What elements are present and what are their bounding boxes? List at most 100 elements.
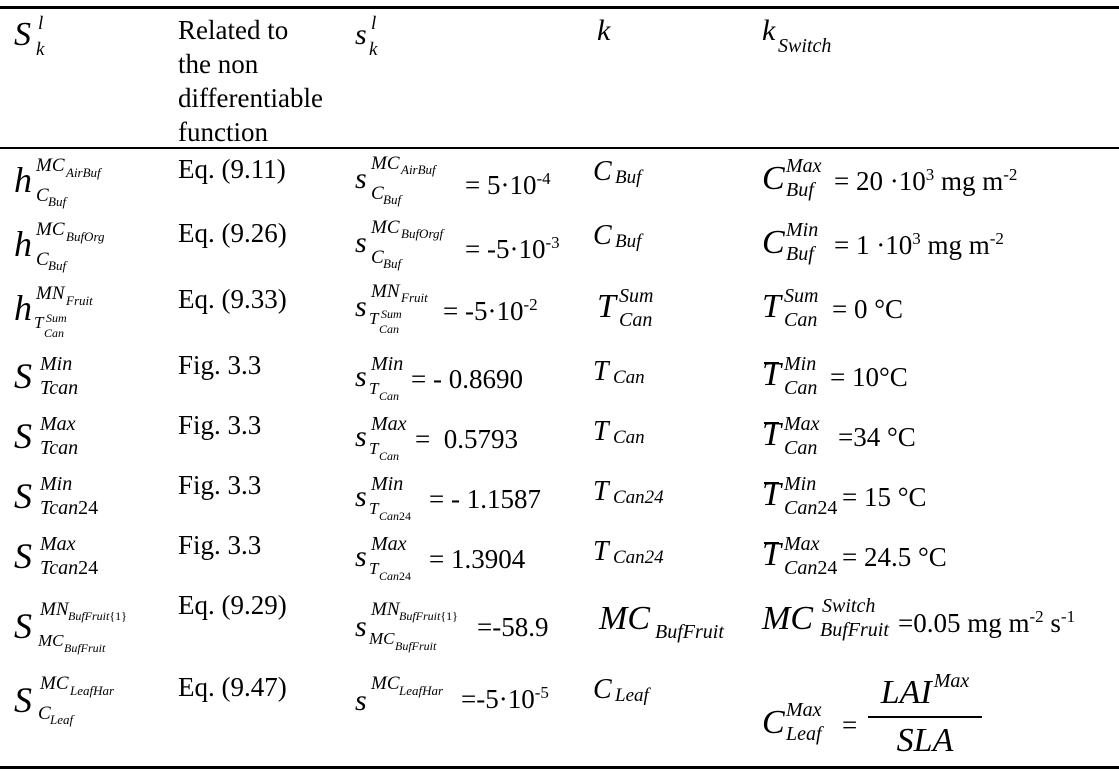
row5-k: T Can bbox=[593, 418, 645, 448]
row6-sens: s Min T Can24 = - 1.1587 bbox=[355, 474, 541, 522]
header-col2-line: function bbox=[178, 117, 268, 147]
row3-switch-value: = 0 °C bbox=[832, 294, 904, 324]
row3-symbol: h MN Fruit T Sum Can bbox=[14, 284, 93, 339]
row4-switch-sub: Can bbox=[784, 377, 818, 399]
row8-symbol-sup: MN bbox=[40, 599, 69, 620]
header-col1-sub: k bbox=[36, 39, 45, 60]
row4-k-sub: Can bbox=[613, 367, 645, 388]
row7-sens-sup: Max bbox=[371, 533, 407, 555]
row9-sens-value: =-5·10-5 bbox=[461, 683, 549, 714]
row9-sens: s MC LeafHar =-5·10-5 bbox=[355, 674, 549, 716]
row6-symbol-sup: Min bbox=[40, 473, 73, 495]
row8-sens-supsub: BufFruit{1} bbox=[399, 609, 458, 623]
row2-k-sub: Buf bbox=[615, 231, 642, 252]
header-col4-base: k bbox=[597, 14, 611, 47]
row1-symbol-sub: C bbox=[36, 185, 49, 206]
row3-k-sup: Sum bbox=[619, 285, 654, 307]
row8-sens: s MN BufFruit{1} MC BufFruit =-58.9 bbox=[355, 600, 548, 652]
row5-symbol-sup: Max bbox=[40, 413, 76, 435]
row3-symbol-subsup: Sum bbox=[46, 311, 67, 325]
row2-symbol-sub: C bbox=[36, 249, 49, 270]
row3-sens: s MN Fruit T Sum Can = -5·10-2 bbox=[355, 282, 538, 335]
row2-switch-sup: Min bbox=[786, 219, 819, 241]
row4-sens-value: = - 0.8690 bbox=[411, 364, 523, 394]
row7-k: T Can24 bbox=[593, 538, 664, 568]
row5-switch-sup: Max bbox=[784, 413, 820, 435]
header-col5-sub: Switch bbox=[778, 35, 832, 57]
row4-sens: s Min T Can = - 0.8690 bbox=[355, 354, 523, 402]
row4-switch-base: T bbox=[762, 356, 781, 393]
row8-k-sub: BufFruit bbox=[655, 621, 724, 643]
row8-sens-subsub: BufFruit bbox=[395, 639, 437, 653]
row6-switch-sub: Can24 bbox=[784, 497, 838, 519]
row2-ref: Eq. (9.26) bbox=[178, 218, 287, 248]
row5-symbol-sub: Tcan bbox=[40, 437, 79, 459]
row5-sens: s Max T Can = 0.5793 bbox=[355, 414, 518, 462]
table-bottom-rule bbox=[0, 766, 1119, 769]
table-header-rule bbox=[0, 147, 1119, 149]
row6-switch-sup: Min bbox=[784, 473, 817, 495]
row8-switch: MC Switch BufFruit =0.05 mg m-2 s-1 bbox=[762, 596, 1075, 640]
row4-symbol-sub: Tcan bbox=[40, 377, 79, 399]
row9-switch-base: C bbox=[762, 704, 785, 741]
row2-sens-value: = -5·10-3 bbox=[465, 233, 560, 264]
header-col4: k bbox=[597, 16, 610, 46]
row7-sens-sub: T bbox=[369, 559, 379, 578]
row5-sens-sup: Max bbox=[371, 413, 407, 435]
row1-k: C Buf bbox=[593, 158, 641, 188]
header-col2-line: differentiable bbox=[178, 83, 323, 113]
row9-frac-bar bbox=[868, 716, 982, 718]
row9-symbol-supsub: LeafHar bbox=[70, 683, 115, 698]
row4-sens-base: s bbox=[355, 360, 367, 393]
row2-symbol-sup: MC bbox=[36, 219, 65, 240]
row9-symbol: S MC LeafHar C Leaf bbox=[14, 674, 114, 726]
row6-switch-value: = 15 °C bbox=[842, 482, 927, 512]
row8-sens-sub: MC bbox=[369, 629, 395, 648]
row1-switch-sub: Buf bbox=[786, 179, 814, 201]
row1-symbol-subsub: Buf bbox=[48, 194, 67, 209]
row6-sens-subsub: Can24 bbox=[379, 509, 412, 523]
row3-sens-sub: T bbox=[369, 309, 379, 328]
row3-symbol-base: h bbox=[14, 288, 32, 328]
row2-sens-subsub: Buf bbox=[383, 256, 402, 271]
row8-k-base: MC bbox=[599, 600, 650, 637]
row5-switch-sub: Can bbox=[784, 437, 818, 459]
row3-sens-base: s bbox=[355, 290, 367, 323]
row2-switch-sub: Buf bbox=[786, 243, 814, 265]
row8-switch-sub: BufFruit bbox=[820, 619, 889, 641]
row5-sens-base: s bbox=[355, 420, 367, 453]
row3-sens-subsup: Sum bbox=[381, 307, 402, 321]
row8-symbol-subsub: BufFruit bbox=[64, 641, 106, 655]
row8-sens-base: s bbox=[355, 610, 367, 643]
row1-sens: s MC AirBuf C Buf = 5·10-4 bbox=[355, 154, 551, 206]
row9-sens-supsub: LeafHar bbox=[399, 683, 444, 698]
row4-k-base: T bbox=[593, 356, 609, 387]
row5-sens-value: = 0.5793 bbox=[415, 424, 518, 454]
row3-ref: Eq. (9.33) bbox=[178, 284, 287, 314]
row2-symbol-base: h bbox=[14, 224, 32, 264]
row4-symbol-base: S bbox=[14, 356, 32, 396]
row8-symbol: S MN BufFruit{1} MC BufFruit bbox=[14, 600, 127, 654]
row2-symbol-supsub: BufOrg bbox=[66, 229, 105, 244]
row7-ref: Fig. 3.3 bbox=[178, 530, 262, 560]
row8-switch-value: =0.05 mg m-2 s-1 bbox=[898, 607, 1076, 638]
row6-symbol-base: S bbox=[14, 476, 32, 516]
row1-symbol: h MC AirBuf C Buf bbox=[14, 156, 101, 208]
header-col2-line: Related to bbox=[178, 15, 289, 45]
row8-symbol-supsub: BufFruit{1} bbox=[68, 609, 127, 623]
row1-sens-subsub: Buf bbox=[383, 192, 402, 207]
row7-switch: T Max Can24 = 24.5 °C bbox=[762, 534, 947, 578]
row6-switch-base: T bbox=[762, 476, 781, 513]
row9-k-base: C bbox=[593, 674, 612, 705]
row9-frac-denominator: SLA bbox=[896, 722, 954, 759]
row3-sens-subsub: Can bbox=[379, 322, 400, 336]
row7-sens-value: = 1.3904 bbox=[429, 544, 526, 574]
header-col3-sup: l bbox=[371, 13, 377, 34]
row4-ref: Fig. 3.3 bbox=[178, 350, 262, 380]
row3-k-base: T bbox=[597, 288, 616, 325]
header-col3-sub: k bbox=[369, 39, 378, 60]
row3-symbol-sub: T bbox=[34, 313, 44, 332]
row1-sens-value: = 5·10-4 bbox=[465, 169, 551, 200]
row2-switch: C Min Buf = 1 ·103 mg m-2 bbox=[762, 220, 1004, 264]
row7-k-sub: Can24 bbox=[613, 547, 664, 568]
